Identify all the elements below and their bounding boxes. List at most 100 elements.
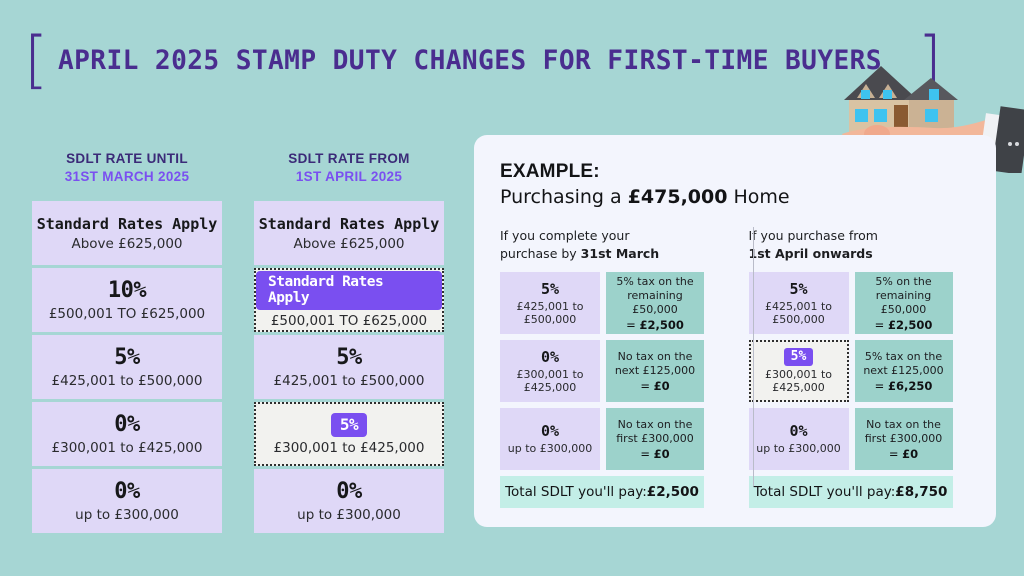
rate-range: up to £300,000 — [75, 507, 179, 524]
band-description: 5% tax on the next £125,000 — [863, 349, 944, 378]
band-amount-value: £0 — [902, 446, 919, 461]
rate-row: 0% up to £300,000 — [254, 469, 444, 534]
rate-range: £300,001 to £425,000 — [273, 439, 425, 456]
panel-divider — [753, 227, 754, 487]
rate-value: Standard Rates Apply — [36, 214, 218, 233]
band-row: 0% up to £300,000 No tax on the first £3… — [748, 408, 971, 471]
band-rate: 5% — [540, 279, 560, 298]
rate-row: 0% £300,001 to £425,000 — [32, 402, 222, 467]
rate-value-badge: Standard Rates Apply — [256, 271, 442, 311]
band-row: 5% £425,001 to £500,000 5% on the remain… — [748, 272, 971, 335]
total-label: Total SDLT you'll pay: — [753, 484, 896, 501]
band-row: 0% up to £300,000 No tax on the first £3… — [500, 408, 722, 471]
scenario-heading-line1: If you complete your — [500, 228, 630, 243]
band-amount: = £6,250 — [875, 379, 933, 393]
rate-column-header-line1: SDLT RATE FROM — [288, 151, 410, 166]
band-amount: = £0 — [640, 379, 669, 393]
band-amount-value: £0 — [653, 446, 670, 461]
example-panel: EXAMPLE: Purchasing a £475,000 Home If y… — [474, 135, 996, 527]
band-calc-box: No tax on the first £300,000 = £0 — [606, 408, 704, 471]
band-description: 5% on the remaining £50,000 — [875, 274, 932, 317]
band-amount-prefix: = — [640, 378, 654, 393]
band-amount-prefix: = — [874, 378, 888, 393]
band-rate-box: 5% £425,001 to £500,000 — [748, 272, 849, 335]
rate-range: £425,001 to £500,000 — [273, 373, 425, 390]
rate-value-badge: 5% — [330, 412, 368, 437]
rate-range: up to £300,000 — [297, 507, 401, 524]
band-range: £300,001 to £425,000 — [516, 367, 584, 395]
rate-value: 10% — [107, 278, 147, 304]
band-amount-prefix: = — [874, 317, 888, 332]
rate-row: Standard Rates Apply Above £625,000 — [32, 201, 222, 266]
band-row: 0% £300,001 to £425,000 No tax on the ne… — [500, 340, 722, 403]
rate-column-header-line2: 31ST MARCH 2025 — [64, 169, 190, 185]
band-rate-box-highlighted: 5% £300,001 to £425,000 — [748, 340, 849, 403]
scenario-from-april: If you purchase from 1st April onwards 5%… — [748, 227, 971, 509]
rate-column-header-line2: 1ST APRIL 2025 — [295, 169, 403, 185]
scenario-heading-bold: 31st March — [580, 246, 660, 262]
rate-value: 0% — [114, 412, 140, 438]
band-amount: = £0 — [889, 447, 918, 461]
band-rate-badge: 5% — [783, 347, 814, 366]
band-rate: 0% — [540, 347, 560, 366]
band-calc-box: No tax on the next £125,000 = £0 — [606, 340, 704, 403]
band-description: No tax on the first £300,000 — [616, 417, 694, 446]
rate-value: Standard Rates Apply — [258, 214, 440, 233]
band-amount-value: £2,500 — [887, 317, 933, 332]
rate-range: £500,001 TO £625,000 — [270, 313, 428, 330]
example-subtitle-prefix: Purchasing a — [500, 186, 628, 208]
total-sdlt-bar: Total SDLT you'll pay: £8,750 — [748, 476, 953, 509]
rate-value: 5% — [114, 345, 140, 371]
rate-range: £425,001 to £500,000 — [51, 373, 203, 390]
rate-row: 5% £425,001 to £500,000 — [32, 335, 222, 400]
scenario-heading-line1: If you purchase from — [748, 228, 878, 243]
band-range: up to £300,000 — [756, 442, 841, 456]
scenario-heading: If you purchase from 1st April onwards — [749, 227, 971, 263]
example-subtitle: Purchasing a £475,000 Home — [500, 186, 970, 208]
scenario-heading-prefix: purchase by — [500, 246, 581, 262]
band-range: up to £300,000 — [507, 442, 593, 456]
band-amount-prefix: = — [626, 317, 640, 332]
band-rate-box: 0% up to £300,000 — [748, 408, 849, 471]
page-title: [ APRIL 2025 STAMP DUTY CHANGES FOR FIRS… — [24, 22, 942, 96]
total-label: Total SDLT you'll pay: — [505, 484, 647, 501]
band-rate-box: 0% up to £300,000 — [500, 408, 600, 471]
band-description: 5% tax on the remaining £50,000 — [616, 274, 694, 317]
scenario-before-april: If you complete your purchase by 31st Mar… — [500, 227, 722, 509]
rate-range: £500,001 TO £625,000 — [48, 306, 206, 323]
band-description: No tax on the first £300,000 — [864, 417, 943, 446]
band-description: No tax on the next £125,000 — [614, 349, 696, 378]
rate-value: 0% — [114, 479, 140, 505]
rate-range: Above £625,000 — [71, 235, 183, 252]
band-amount-prefix: = — [888, 446, 903, 461]
rate-value: 5% — [336, 345, 362, 371]
band-calc-box: 5% tax on the next £125,000 = £6,250 — [854, 340, 953, 403]
band-amount-value: £0 — [653, 378, 670, 393]
band-range: £425,001 to £500,000 — [516, 299, 584, 327]
rate-row: 10% £500,001 TO £625,000 — [32, 268, 222, 333]
band-rate: 5% — [789, 279, 808, 298]
bracket-left-icon: [ — [24, 22, 49, 96]
rate-range: Above £625,000 — [293, 235, 405, 252]
band-rate-box: 5% £425,001 to £500,000 — [500, 272, 600, 335]
total-amount: £2,500 — [646, 484, 699, 501]
rate-row: 0% up to £300,000 — [32, 469, 222, 534]
scenario-heading: If you complete your purchase by 31st Mar… — [500, 227, 722, 263]
total-sdlt-bar: Total SDLT you'll pay: £2,500 — [500, 476, 704, 509]
page-title-text: APRIL 2025 STAMP DUTY CHANGES FOR FIRST-… — [58, 44, 883, 76]
band-amount-prefix: = — [640, 446, 654, 461]
band-rate: 0% — [540, 422, 560, 441]
band-amount: = £2,500 — [875, 318, 933, 332]
band-rate: 0% — [789, 422, 808, 441]
band-amount: = £2,500 — [626, 318, 684, 332]
rate-row-highlighted: Standard Rates Apply £500,001 TO £625,00… — [254, 268, 444, 333]
rate-value: 0% — [336, 479, 362, 505]
example-subtitle-amount: £475,000 — [627, 186, 728, 208]
rate-column-header: SDLT RATE UNTIL 31ST MARCH 2025 — [32, 150, 222, 186]
band-amount: = £0 — [640, 447, 669, 461]
band-calc-box: 5% on the remaining £50,000 = £2,500 — [854, 272, 953, 335]
band-calc-box: 5% tax on the remaining £50,000 = £2,500 — [606, 272, 704, 335]
band-range: £300,001 to £425,000 — [764, 367, 833, 395]
rate-range: £300,001 to £425,000 — [51, 440, 203, 457]
rate-column-header: SDLT RATE FROM 1ST APRIL 2025 — [254, 150, 444, 186]
